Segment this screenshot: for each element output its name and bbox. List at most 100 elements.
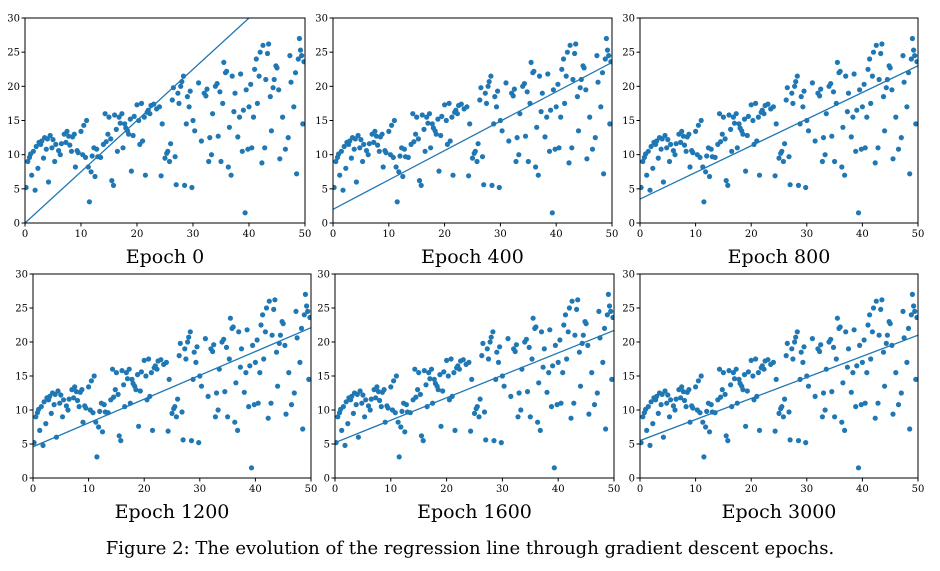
- axes-frame: [639, 273, 919, 479]
- data-point: [147, 111, 153, 117]
- data-point: [175, 90, 181, 96]
- data-point: [229, 73, 235, 79]
- y-tick-label: 15: [622, 372, 635, 383]
- data-point: [187, 329, 193, 335]
- data-point: [909, 35, 916, 42]
- data-point: [133, 387, 139, 393]
- data-point: [864, 114, 870, 120]
- data-point: [212, 414, 218, 420]
- data-point: [471, 410, 478, 416]
- axes-frame: [24, 17, 306, 224]
- panel-title: Epoch 800: [728, 246, 831, 268]
- data-point: [271, 306, 277, 312]
- data-point: [493, 104, 500, 110]
- data-point: [640, 158, 646, 165]
- data-point: [722, 391, 728, 397]
- data-point: [215, 133, 221, 139]
- data-point: [71, 395, 77, 401]
- data-point: [488, 334, 494, 340]
- data-point: [111, 394, 117, 400]
- data-point: [666, 158, 673, 165]
- data-point: [599, 70, 606, 76]
- data-point: [469, 376, 475, 382]
- data-point: [498, 440, 504, 446]
- data-point: [817, 93, 823, 99]
- x-tick-label: 50: [912, 484, 925, 495]
- data-point: [648, 143, 654, 150]
- data-point: [88, 169, 94, 175]
- data-point: [196, 80, 202, 86]
- data-point: [508, 393, 514, 399]
- data-point: [484, 346, 490, 352]
- data-point: [834, 59, 841, 65]
- data-point: [67, 142, 73, 148]
- data-point: [640, 184, 644, 191]
- data-point: [513, 342, 520, 348]
- data-point: [801, 88, 807, 94]
- data-point: [496, 184, 502, 191]
- chart-panel-5: 0 10 20 30 40 50 0 5 10 15 20 25 30 Epoch 1600: [317, 270, 620, 524]
- data-point: [398, 424, 404, 430]
- data-point: [848, 134, 854, 140]
- figure-caption: Figure 2: The evolution of the regressio…: [105, 538, 835, 559]
- data-point: [734, 145, 740, 151]
- data-point: [904, 359, 910, 365]
- data-point: [563, 73, 569, 79]
- data-point: [914, 314, 918, 321]
- data-point: [225, 414, 231, 420]
- data-point: [118, 438, 124, 444]
- data-point: [236, 114, 243, 120]
- data-point: [94, 454, 100, 460]
- data-point: [551, 465, 557, 471]
- data-point: [221, 59, 227, 65]
- data-point: [581, 65, 587, 71]
- data-point: [37, 427, 43, 433]
- data-point: [365, 403, 372, 409]
- data-point: [86, 384, 92, 390]
- data-point: [704, 153, 710, 159]
- data-point: [909, 291, 916, 297]
- data-point: [559, 66, 565, 72]
- data-point: [467, 121, 473, 127]
- y-tick-label: 30: [7, 14, 20, 25]
- data-point: [829, 133, 835, 139]
- data-point: [295, 56, 301, 62]
- data-point: [913, 121, 918, 127]
- data-point: [339, 427, 345, 433]
- data-point: [141, 357, 147, 363]
- data-point: [672, 407, 678, 413]
- data-point: [185, 339, 191, 345]
- data-point: [536, 380, 542, 386]
- data-point: [91, 373, 97, 379]
- data-point: [848, 389, 854, 395]
- data-point: [728, 126, 734, 132]
- x-tick-label: 50: [608, 484, 621, 495]
- data-point: [600, 359, 606, 365]
- y-tick-label: 0: [629, 474, 635, 485]
- data-point: [217, 89, 223, 95]
- data-point: [57, 400, 63, 406]
- data-point: [793, 79, 799, 85]
- data-point: [571, 400, 577, 406]
- data-point: [268, 128, 274, 134]
- data-point: [784, 85, 790, 91]
- data-point: [876, 76, 882, 83]
- data-point: [375, 389, 382, 395]
- data-point: [208, 152, 215, 158]
- data-point: [32, 187, 38, 193]
- data-point: [570, 76, 576, 83]
- data-point: [392, 410, 398, 416]
- data-point: [604, 312, 610, 318]
- data-point: [102, 111, 108, 117]
- data-point: [569, 298, 575, 304]
- data-point: [192, 128, 198, 134]
- data-point: [196, 440, 202, 446]
- data-point: [857, 87, 863, 93]
- data-point: [351, 146, 357, 152]
- data-point: [837, 68, 843, 74]
- data-point: [246, 404, 252, 410]
- data-point: [413, 394, 419, 400]
- data-points: [640, 291, 918, 471]
- data-points: [33, 291, 311, 471]
- data-point: [40, 155, 47, 161]
